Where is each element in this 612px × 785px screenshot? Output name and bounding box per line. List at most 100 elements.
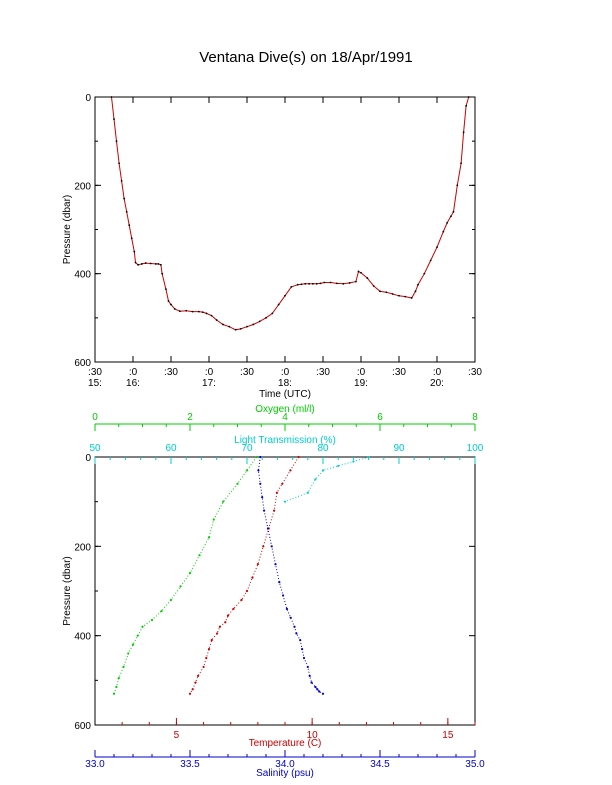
depth-trace-point <box>118 162 120 165</box>
temperature-point <box>251 576 254 579</box>
temperature-point <box>205 656 208 660</box>
oxygen-tick-label: 2 <box>187 412 193 423</box>
oxygen-tick-label: 4 <box>282 412 288 423</box>
depth-trace-point <box>311 282 314 285</box>
depth-trace-point <box>379 290 381 293</box>
oxygen-point <box>136 634 139 637</box>
depth-trace-point <box>296 283 299 286</box>
y-tick-label: 0 <box>85 453 91 464</box>
figure-title: Ventana Dive(s) on 18/Apr/1991 <box>199 49 413 66</box>
x-tick-label-hour: 18: <box>278 378 292 389</box>
x-tick-label: :0 <box>357 367 366 378</box>
depth-trace-point <box>165 288 167 291</box>
temperature-point <box>197 674 200 677</box>
light-transmission-tick-label: 70 <box>241 443 253 454</box>
depth-trace-point <box>300 283 303 286</box>
salinity-point <box>278 580 281 584</box>
depth-trace-point <box>110 96 113 98</box>
salinity-point <box>308 674 311 677</box>
temperature-point <box>218 625 221 628</box>
y-tick-label: 200 <box>74 181 91 192</box>
x-tick-label-hour: 16: <box>126 378 140 389</box>
x-tick-label: :30 <box>316 367 330 378</box>
temperature-point <box>275 491 278 494</box>
oxygen-point <box>117 677 120 680</box>
light-transmission-point <box>321 469 325 472</box>
depth-trace-point <box>210 314 213 317</box>
depth-trace-point <box>205 312 208 315</box>
depth-trace-point <box>271 312 274 315</box>
salinity-point <box>261 496 264 499</box>
salinity-point <box>285 607 288 610</box>
temperature-point <box>207 647 211 651</box>
depth-trace-point <box>290 286 293 288</box>
depth-trace-point <box>446 221 449 224</box>
salinity-point <box>259 455 262 459</box>
temperature-point <box>262 545 265 548</box>
depth-trace-point <box>465 104 468 107</box>
salinity-point <box>259 482 262 485</box>
temperature-point <box>245 589 249 593</box>
salinity-point <box>301 647 304 651</box>
depth-trace-point <box>436 246 438 249</box>
light-transmission-point <box>314 478 317 481</box>
depth-trace-point <box>252 323 255 326</box>
salinity-point <box>314 685 317 689</box>
depth-trace-point <box>323 281 326 284</box>
depth-trace-point <box>308 282 310 285</box>
depth-trace-point <box>140 263 143 265</box>
depth-trace-point <box>372 285 375 287</box>
depth-trace-point <box>452 210 455 213</box>
depth-trace-point <box>239 327 242 330</box>
x-tick-label: :0 <box>433 367 442 378</box>
depth-trace-point <box>348 282 351 284</box>
depth-trace-point <box>149 262 152 265</box>
oxygen-point <box>127 652 130 655</box>
salinity-point <box>293 625 296 628</box>
depth-trace-point <box>215 319 218 321</box>
oxygen-point <box>236 482 239 485</box>
salinity-point <box>270 545 273 548</box>
light-transmission-point <box>337 464 340 468</box>
salinity-point <box>306 665 309 669</box>
oxygen-point <box>160 610 163 613</box>
temperature-point <box>210 639 213 642</box>
depth-trace-point <box>201 311 204 313</box>
oxygen-point <box>222 500 225 503</box>
oxygen-point <box>198 554 201 557</box>
temperature-point <box>202 665 205 669</box>
plot-frame <box>94 96 476 363</box>
temperature-tick-label: 15 <box>442 730 454 741</box>
oxygen-point <box>141 625 144 628</box>
depth-trace-point <box>228 325 231 328</box>
oxygen-point <box>112 692 116 695</box>
depth-trace-point <box>123 197 126 200</box>
depth-trace-point <box>113 118 115 120</box>
y-tick-label: 200 <box>74 542 91 553</box>
depth-trace-point <box>429 259 432 262</box>
depth-trace-point <box>178 310 181 313</box>
depth-trace-point <box>467 96 470 98</box>
depth-trace-point <box>128 224 131 226</box>
depth-trace-point <box>120 180 123 182</box>
depth-trace-point <box>161 272 164 275</box>
depth-trace-point <box>450 215 452 218</box>
y-axis-label: Pressure (dbar) <box>62 556 73 625</box>
depth-trace-point <box>258 320 261 323</box>
depth-trace-point <box>391 293 394 295</box>
depth-trace-point <box>417 283 419 286</box>
temperature-point <box>232 607 235 610</box>
depth-trace-point <box>133 250 136 253</box>
light-transmission-tick-label: 60 <box>165 443 177 454</box>
depth-trace-point <box>410 297 413 299</box>
y-tick-label: 400 <box>74 632 91 643</box>
depth-trace-point <box>423 272 426 275</box>
x-tick-label: :0 <box>205 367 214 378</box>
temperature-axis-label: Temperature (C) <box>249 738 322 749</box>
y-axis-label: Pressure (dbar) <box>62 195 73 264</box>
salinity-point <box>321 692 325 695</box>
depth-trace-point <box>115 140 118 143</box>
depth-trace-point <box>234 328 237 331</box>
